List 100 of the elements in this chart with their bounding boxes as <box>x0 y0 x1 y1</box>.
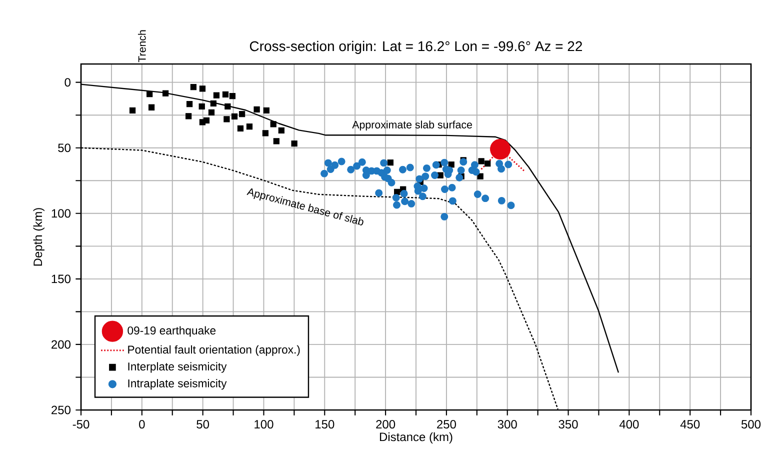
point <box>162 90 169 96</box>
y-tick-label: 200 <box>52 340 70 349</box>
point <box>148 104 155 110</box>
point <box>406 164 414 172</box>
point <box>278 127 284 134</box>
x-tick-label: 100 <box>254 420 274 429</box>
x-tick-label: 400 <box>619 420 639 429</box>
point <box>482 194 490 202</box>
chart-title: Cross-section origin: Lat = 16.2° Lon = -99.6° Az = 22 <box>250 40 582 54</box>
point <box>440 212 448 220</box>
x-tick-label: 450 <box>680 420 700 429</box>
point <box>320 170 328 178</box>
point <box>238 110 246 118</box>
point <box>383 166 391 174</box>
x-axis-title: Distance (km) <box>380 432 452 444</box>
x-tick-label: 50 <box>196 420 210 429</box>
point <box>470 161 478 169</box>
point <box>324 159 332 167</box>
text: Trench <box>138 30 146 62</box>
point <box>380 159 388 167</box>
legend-label: Interplate seismicity <box>128 362 227 373</box>
point <box>198 103 205 110</box>
x-tick-label: 300 <box>498 420 517 429</box>
x-tick-label: 0 <box>139 420 145 429</box>
point <box>474 190 482 198</box>
point <box>507 202 515 210</box>
point <box>208 109 215 116</box>
y-axis-title: Depth (km) <box>33 208 44 266</box>
point <box>270 121 276 128</box>
point <box>504 160 512 168</box>
y-tick-label: 250 <box>52 406 70 414</box>
point <box>213 92 220 98</box>
point <box>186 101 193 108</box>
point <box>393 201 400 209</box>
point <box>262 130 269 136</box>
x-tick-label: 350 <box>558 420 578 429</box>
annotation: Approximate slab surface <box>352 120 472 131</box>
y-tick-label: 150 <box>52 274 70 284</box>
y-tick-label: 0 <box>64 78 70 87</box>
point <box>420 184 428 192</box>
point <box>199 86 206 92</box>
point <box>440 158 448 166</box>
x-tick-label: 250 <box>437 420 456 429</box>
point <box>498 196 506 204</box>
point <box>387 159 394 166</box>
point <box>448 161 454 168</box>
point <box>401 198 409 206</box>
legend-label: 09-19 earthquake <box>128 326 216 337</box>
point <box>375 189 383 197</box>
point <box>229 93 236 100</box>
x-tick-label: 200 <box>376 420 396 429</box>
point <box>263 107 270 114</box>
legend-label: Intraplate seismicity <box>128 379 227 390</box>
point <box>381 173 389 181</box>
point <box>478 158 484 164</box>
point <box>388 178 396 186</box>
point <box>273 138 280 144</box>
point <box>448 197 456 205</box>
point <box>484 160 491 167</box>
point <box>460 158 468 166</box>
point <box>400 190 408 198</box>
point <box>347 166 355 174</box>
point <box>129 107 136 114</box>
x-tick-label: 150 <box>316 420 334 429</box>
point <box>498 165 506 173</box>
point <box>203 117 210 124</box>
point <box>246 123 253 130</box>
x-tick-label: -50 <box>72 420 90 429</box>
x-tick-label: 500 <box>741 420 761 429</box>
point <box>146 90 153 98</box>
point <box>326 165 334 173</box>
point <box>477 173 484 180</box>
point <box>422 172 430 180</box>
point <box>237 125 244 132</box>
point <box>418 192 426 200</box>
point <box>331 161 339 169</box>
y-tick-label: 100 <box>52 209 70 218</box>
point <box>358 158 366 166</box>
point <box>362 172 370 179</box>
point <box>210 100 216 107</box>
point <box>408 200 416 208</box>
point <box>441 186 448 194</box>
legend-label: Potential fault orientation (approx.) <box>128 345 300 356</box>
point <box>224 116 230 122</box>
point <box>254 106 260 113</box>
point <box>353 162 361 170</box>
point <box>222 91 229 98</box>
point <box>231 113 238 120</box>
point <box>224 103 231 110</box>
point <box>398 166 406 174</box>
point <box>472 168 480 176</box>
point <box>432 161 440 169</box>
point <box>448 184 456 192</box>
point <box>456 174 464 182</box>
point <box>431 172 438 179</box>
y-tick-label: 50 <box>58 144 70 152</box>
point <box>190 84 197 90</box>
point <box>291 140 298 147</box>
point <box>392 194 400 202</box>
point <box>457 166 465 174</box>
